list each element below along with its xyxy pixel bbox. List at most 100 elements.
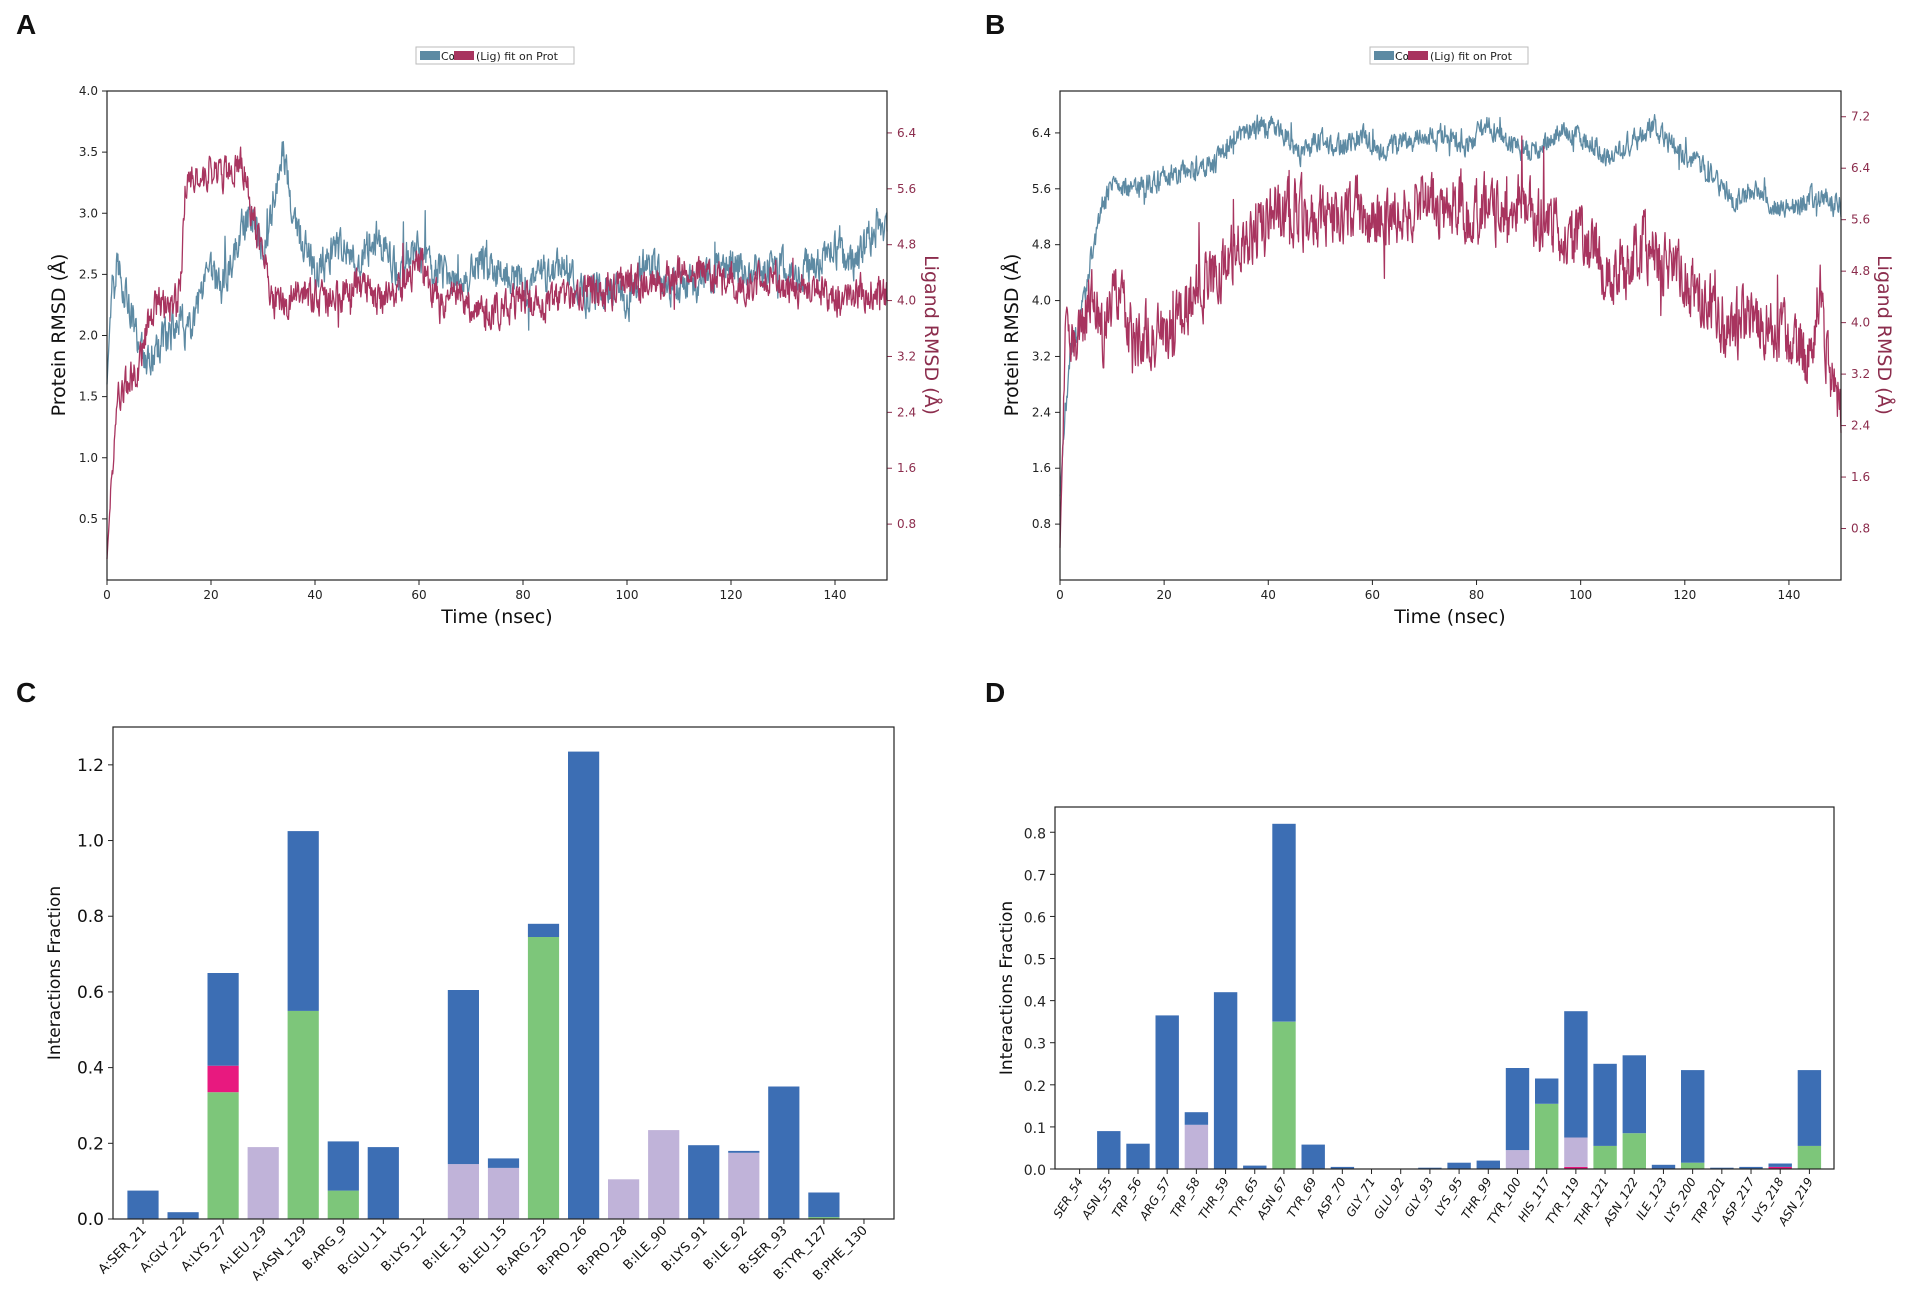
bar-segment-hbond [808, 1217, 840, 1219]
x-tick-label: 140 [824, 588, 847, 602]
legend-label-ligand: (Lig) fit on Prot [1430, 50, 1513, 63]
x-tick-label: 40 [1261, 588, 1276, 602]
y-right-tick-label: 0.8 [897, 517, 916, 531]
y-tick-label: 0.8 [1032, 517, 1051, 531]
bar-segment-hydrophobic [1681, 1070, 1705, 1163]
y-right-tick-label: 6.4 [897, 126, 916, 140]
x-tick-label: 20 [203, 588, 218, 602]
bar-segment-hbond [1622, 1133, 1646, 1169]
bar-segment-hbond [1681, 1162, 1705, 1169]
x-tick-label: 80 [1469, 588, 1484, 602]
bar-segment-hbond [1272, 1021, 1296, 1169]
y-tick-label: 4.0 [79, 84, 98, 98]
bar-segment-hydrophobic [1768, 1163, 1792, 1167]
bar-segment-hbond [1797, 1145, 1822, 1169]
legend-label-protein: Cα [1395, 50, 1410, 63]
bar-segment-ionic [1564, 1166, 1588, 1169]
bar-segment-hydrophobic [1155, 1015, 1179, 1169]
x-tick-label: 80 [515, 588, 530, 602]
y-tick-label: 1.0 [77, 832, 104, 852]
bar-segment-hydrophobic [447, 990, 479, 1165]
y-tick-label: 1.6 [1032, 461, 1051, 475]
y-tick-label: 3.0 [79, 206, 98, 220]
y-axis-label: Interactions Fraction [45, 886, 65, 1060]
y-tick-label: 0.5 [79, 512, 98, 526]
y-tick-label: 0.0 [1024, 1163, 1046, 1179]
bar-segment-water [247, 1147, 279, 1219]
bar-segment-hydrophobic [768, 1086, 800, 1219]
bar-segment-hydrophobic [1418, 1167, 1442, 1169]
x-axis-label: Time (nsec) [440, 606, 552, 628]
y-right-tick-label: 1.6 [897, 461, 916, 475]
bar-segment-hydrophobic [1447, 1162, 1471, 1169]
bar-segment-water [648, 1130, 680, 1219]
y-tick-label: 3.5 [79, 145, 98, 159]
bar-segment-water [1505, 1150, 1530, 1169]
bar-segment-hbond [527, 937, 560, 1219]
bar-segment-hydrophobic [1213, 992, 1238, 1169]
bar-segment-ionic [1768, 1166, 1792, 1169]
panel-letter-c: C [16, 677, 36, 708]
bar-segment-hydrophobic [1505, 1068, 1530, 1151]
y-tick-label: 2.4 [1032, 405, 1051, 419]
y-right-tick-label: 4.8 [897, 238, 916, 252]
y-right-tick-label: 5.6 [1851, 213, 1870, 227]
y-tick-label: 4.0 [1032, 294, 1051, 308]
rmsd-chart-b: 0 20 40 60 80 100 120 140 0.8 1.6 2.4 3.2 4.0 4.8 5.6 6… [1000, 46, 1896, 628]
y-tick-label: 6.4 [1032, 126, 1051, 140]
bar-segment-hydrophobic [1184, 1112, 1209, 1125]
y-right-tick-label: 4.0 [1851, 316, 1870, 330]
interactions-chart-d: 0.00.10.20.30.40.50.60.70.8SER_54ASN_55T… [997, 806, 1835, 1229]
bar-segment-hbond [327, 1190, 359, 1219]
bar-segment-hydrophobic [1301, 1144, 1325, 1169]
legend-swatch-protein [1374, 51, 1394, 60]
bar-segment-hydrophobic [808, 1192, 840, 1218]
x-tick-label: 60 [411, 588, 426, 602]
bar-segment-hydrophobic [1330, 1166, 1355, 1169]
y-axis-label: Protein RMSD (Å) [1000, 254, 1023, 417]
y-tick-label: 0.8 [1024, 826, 1046, 842]
bar-segment-hydrophobic [568, 751, 600, 1219]
bar-segment-hbond [287, 1010, 319, 1219]
plot-frame [1054, 806, 1835, 1170]
legend-swatch-protein [420, 51, 440, 60]
bar-segment-hydrophobic [1622, 1055, 1646, 1134]
bar-segment-hydrophobic [1272, 823, 1296, 1022]
x-tick-label: 0 [1056, 588, 1064, 602]
y-axis-label: Protein RMSD (Å) [47, 254, 70, 417]
interactions-chart-c: 0.00.20.40.60.81.01.2A:SER_21A:GLY_22A:L… [45, 726, 895, 1284]
legend: Cα (Lig) fit on Prot [1369, 46, 1529, 65]
bar-segment-hydrophobic [1126, 1143, 1150, 1169]
y-tick-label: 0.7 [1024, 868, 1046, 884]
y-axis-label: Interactions Fraction [997, 901, 1017, 1075]
y-tick-label: 5.6 [1032, 182, 1051, 196]
panel-letter-d: D [985, 677, 1005, 708]
bar-segment-hbond [1535, 1103, 1559, 1169]
x-tick-label: 40 [307, 588, 322, 602]
y-tick-label: 0.6 [1024, 910, 1046, 926]
bar-segment-hydrophobic [1710, 1167, 1734, 1169]
x-tick-label: 120 [1673, 588, 1696, 602]
legend-label-ligand: (Lig) fit on Prot [476, 50, 559, 63]
bar-segment-hydrophobic [327, 1141, 359, 1191]
y-right-tick-label: 3.2 [897, 349, 916, 363]
legend-swatch-ligand [1408, 51, 1428, 60]
bar-segment-hydrophobic [167, 1212, 199, 1219]
bar-segment-water [608, 1179, 640, 1219]
y-tick-label: 2.0 [79, 329, 98, 343]
bar-segment-hydrophobic [1097, 1131, 1121, 1169]
x-tick-label: GLY_93 [1402, 1175, 1437, 1219]
y-tick-label: 0.3 [1024, 1037, 1046, 1053]
bar-segment-hydrophobic [1564, 1011, 1588, 1138]
y-tick-label: 1.0 [79, 451, 98, 465]
x-tick-label: 0 [103, 588, 111, 602]
bar-segment-hydrophobic [688, 1145, 720, 1219]
y-right-tick-label: 0.8 [1851, 522, 1870, 536]
ligand-rmsd-line [1059, 135, 1842, 548]
x-tick-label: 100 [1569, 588, 1592, 602]
y-right-tick-label: 3.2 [1851, 367, 1870, 381]
x-tick-label: 120 [720, 588, 743, 602]
bar-segment-hydrophobic [287, 831, 319, 1011]
y-tick-label: 0.2 [77, 1134, 104, 1154]
